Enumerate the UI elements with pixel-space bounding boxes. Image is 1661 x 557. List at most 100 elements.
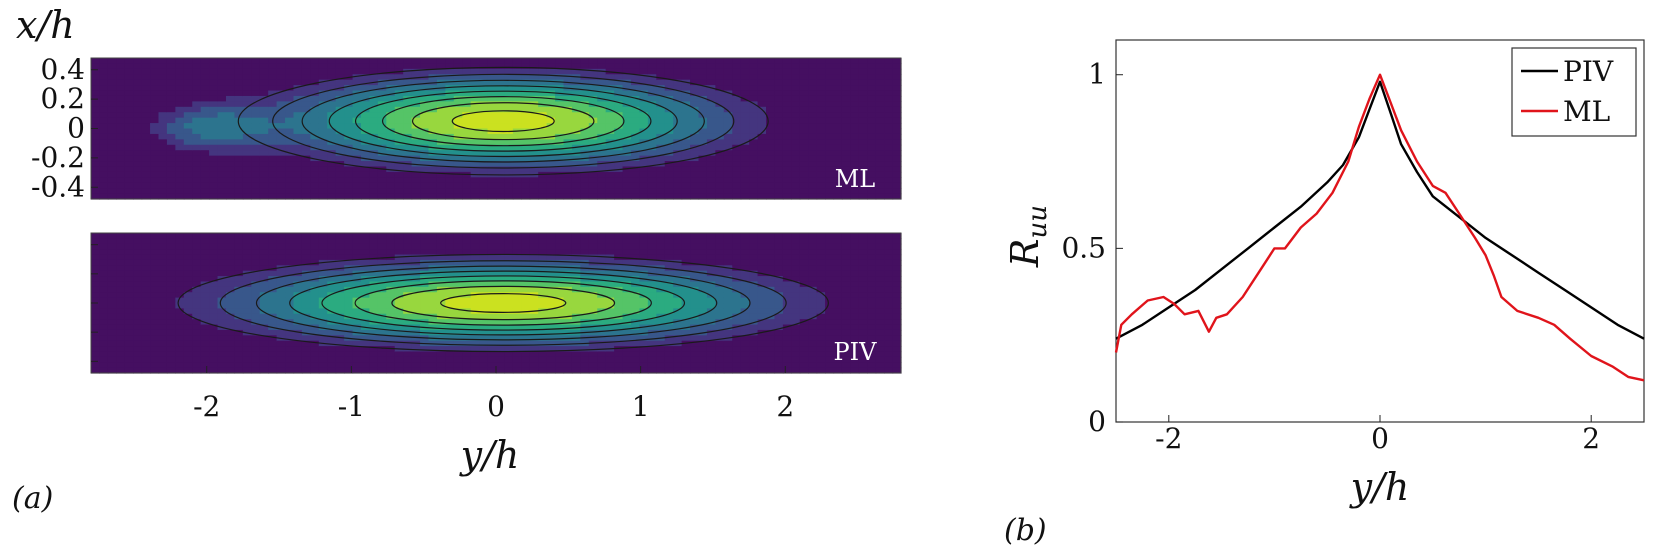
heatmap-cell — [706, 276, 716, 283]
heatmap-cell — [479, 144, 489, 151]
heatmap-cell — [791, 106, 801, 113]
heatmap-cell — [116, 356, 126, 363]
heatmap-cell — [580, 233, 590, 239]
heatmap-cell — [133, 117, 143, 124]
heatmap-cell — [698, 95, 708, 102]
heatmap-cell — [462, 58, 472, 65]
heatmap-cell — [91, 161, 101, 168]
heatmap-cell — [166, 324, 176, 331]
heatmap-cell — [209, 85, 219, 92]
heatmap-cell — [150, 265, 160, 272]
heatmap-cell — [732, 249, 742, 256]
heatmap-cell — [521, 254, 531, 261]
heatmap-cell — [538, 133, 548, 140]
heatmap-cell — [875, 313, 885, 320]
heatmap-cell — [91, 166, 101, 173]
heatmap-cell — [183, 362, 193, 369]
heatmap-cell — [335, 193, 345, 200]
heatmap-cell — [875, 144, 885, 151]
heatmap-cell — [99, 128, 109, 135]
heatmap-cell — [538, 79, 548, 86]
heatmap-cell — [538, 313, 548, 320]
heatmap-cell — [259, 106, 269, 113]
heatmap-cell — [563, 259, 573, 266]
heatmap-cell — [209, 193, 219, 200]
heatmap-cell — [293, 367, 303, 374]
heatmap-cell — [259, 308, 269, 315]
heatmap-cell — [175, 346, 185, 353]
heatmap-cell — [690, 265, 700, 272]
heatmap-cell — [436, 177, 446, 184]
heatmap-cell — [116, 286, 126, 293]
heatmap-cell — [546, 117, 556, 124]
heatmap-cell — [99, 101, 109, 108]
heatmap-cell — [436, 362, 446, 369]
heatmap-cell — [740, 166, 750, 173]
heatmap-cell — [377, 362, 387, 369]
heatmap-cell — [352, 95, 362, 102]
heatmap-cell — [251, 85, 261, 92]
heatmap-cell — [588, 177, 598, 184]
heatmap-cell — [639, 362, 649, 369]
heatmap-cell — [226, 166, 236, 173]
heatmap-cell — [470, 281, 480, 288]
heatmap-cell — [563, 324, 573, 331]
heatmap-cell — [723, 356, 733, 363]
heatmap-cell — [740, 313, 750, 320]
heatmap-cell — [867, 139, 877, 146]
heatmap-cell — [538, 297, 548, 304]
heatmap-cell — [757, 259, 767, 266]
heatmap-cell — [884, 177, 894, 184]
heatmap-cell — [251, 346, 261, 353]
heatmap-cell — [850, 79, 860, 86]
heatmap-cell — [571, 249, 581, 256]
heatmap-cell — [301, 281, 311, 288]
heatmap-cell — [833, 270, 843, 277]
heatmap-cell — [133, 123, 143, 130]
heatmap-cell — [91, 112, 101, 119]
heatmap-cell — [546, 303, 556, 309]
heatmap-cell — [150, 133, 160, 140]
heatmap-cell — [141, 58, 151, 65]
heatmap-cell — [242, 286, 252, 293]
heatmap-cell — [420, 362, 430, 369]
heatmap-cell — [867, 259, 877, 266]
heatmap-cell — [318, 117, 328, 124]
heatmap-cell — [740, 161, 750, 168]
heatmap-cell — [107, 58, 117, 65]
heatmap-cell — [462, 362, 472, 369]
heatmap-cell — [723, 58, 733, 65]
heatmap-cell — [825, 171, 835, 178]
heatmap-cell — [833, 166, 843, 173]
heatmap-cell — [690, 193, 700, 200]
heatmap-cell — [200, 150, 210, 157]
heatmap-cell — [656, 177, 666, 184]
heatmap-cell — [774, 281, 784, 288]
heatmap-cell — [858, 117, 868, 124]
heatmap-cell — [698, 356, 708, 363]
heatmap-cell — [664, 243, 674, 250]
heatmap-cell — [681, 171, 691, 178]
heatmap-cell — [420, 144, 430, 151]
heatmap-cell — [664, 101, 674, 108]
heatmap-cell — [521, 303, 531, 309]
heatmap-cell — [816, 249, 826, 256]
heatmap-cell — [403, 249, 413, 256]
heatmap-cell — [251, 128, 261, 135]
heatmap-cell — [226, 233, 236, 239]
heatmap-cell — [521, 144, 531, 151]
heatmap-cell — [175, 74, 185, 81]
heatmap-cell — [301, 177, 311, 184]
heatmap-cell — [361, 68, 371, 75]
heatmap-cell — [335, 133, 345, 140]
heatmap-cell — [749, 68, 759, 75]
heatmap-cell — [681, 68, 691, 75]
heatmap-cell — [706, 177, 716, 184]
heatmap-cell — [141, 182, 151, 189]
heatmap-cell — [816, 276, 826, 283]
heatmap-cell — [259, 123, 269, 130]
heatmap-cell — [352, 68, 362, 75]
heatmap-cell — [301, 303, 311, 309]
heatmap-cell — [344, 90, 354, 97]
heatmap-cell — [453, 276, 463, 283]
